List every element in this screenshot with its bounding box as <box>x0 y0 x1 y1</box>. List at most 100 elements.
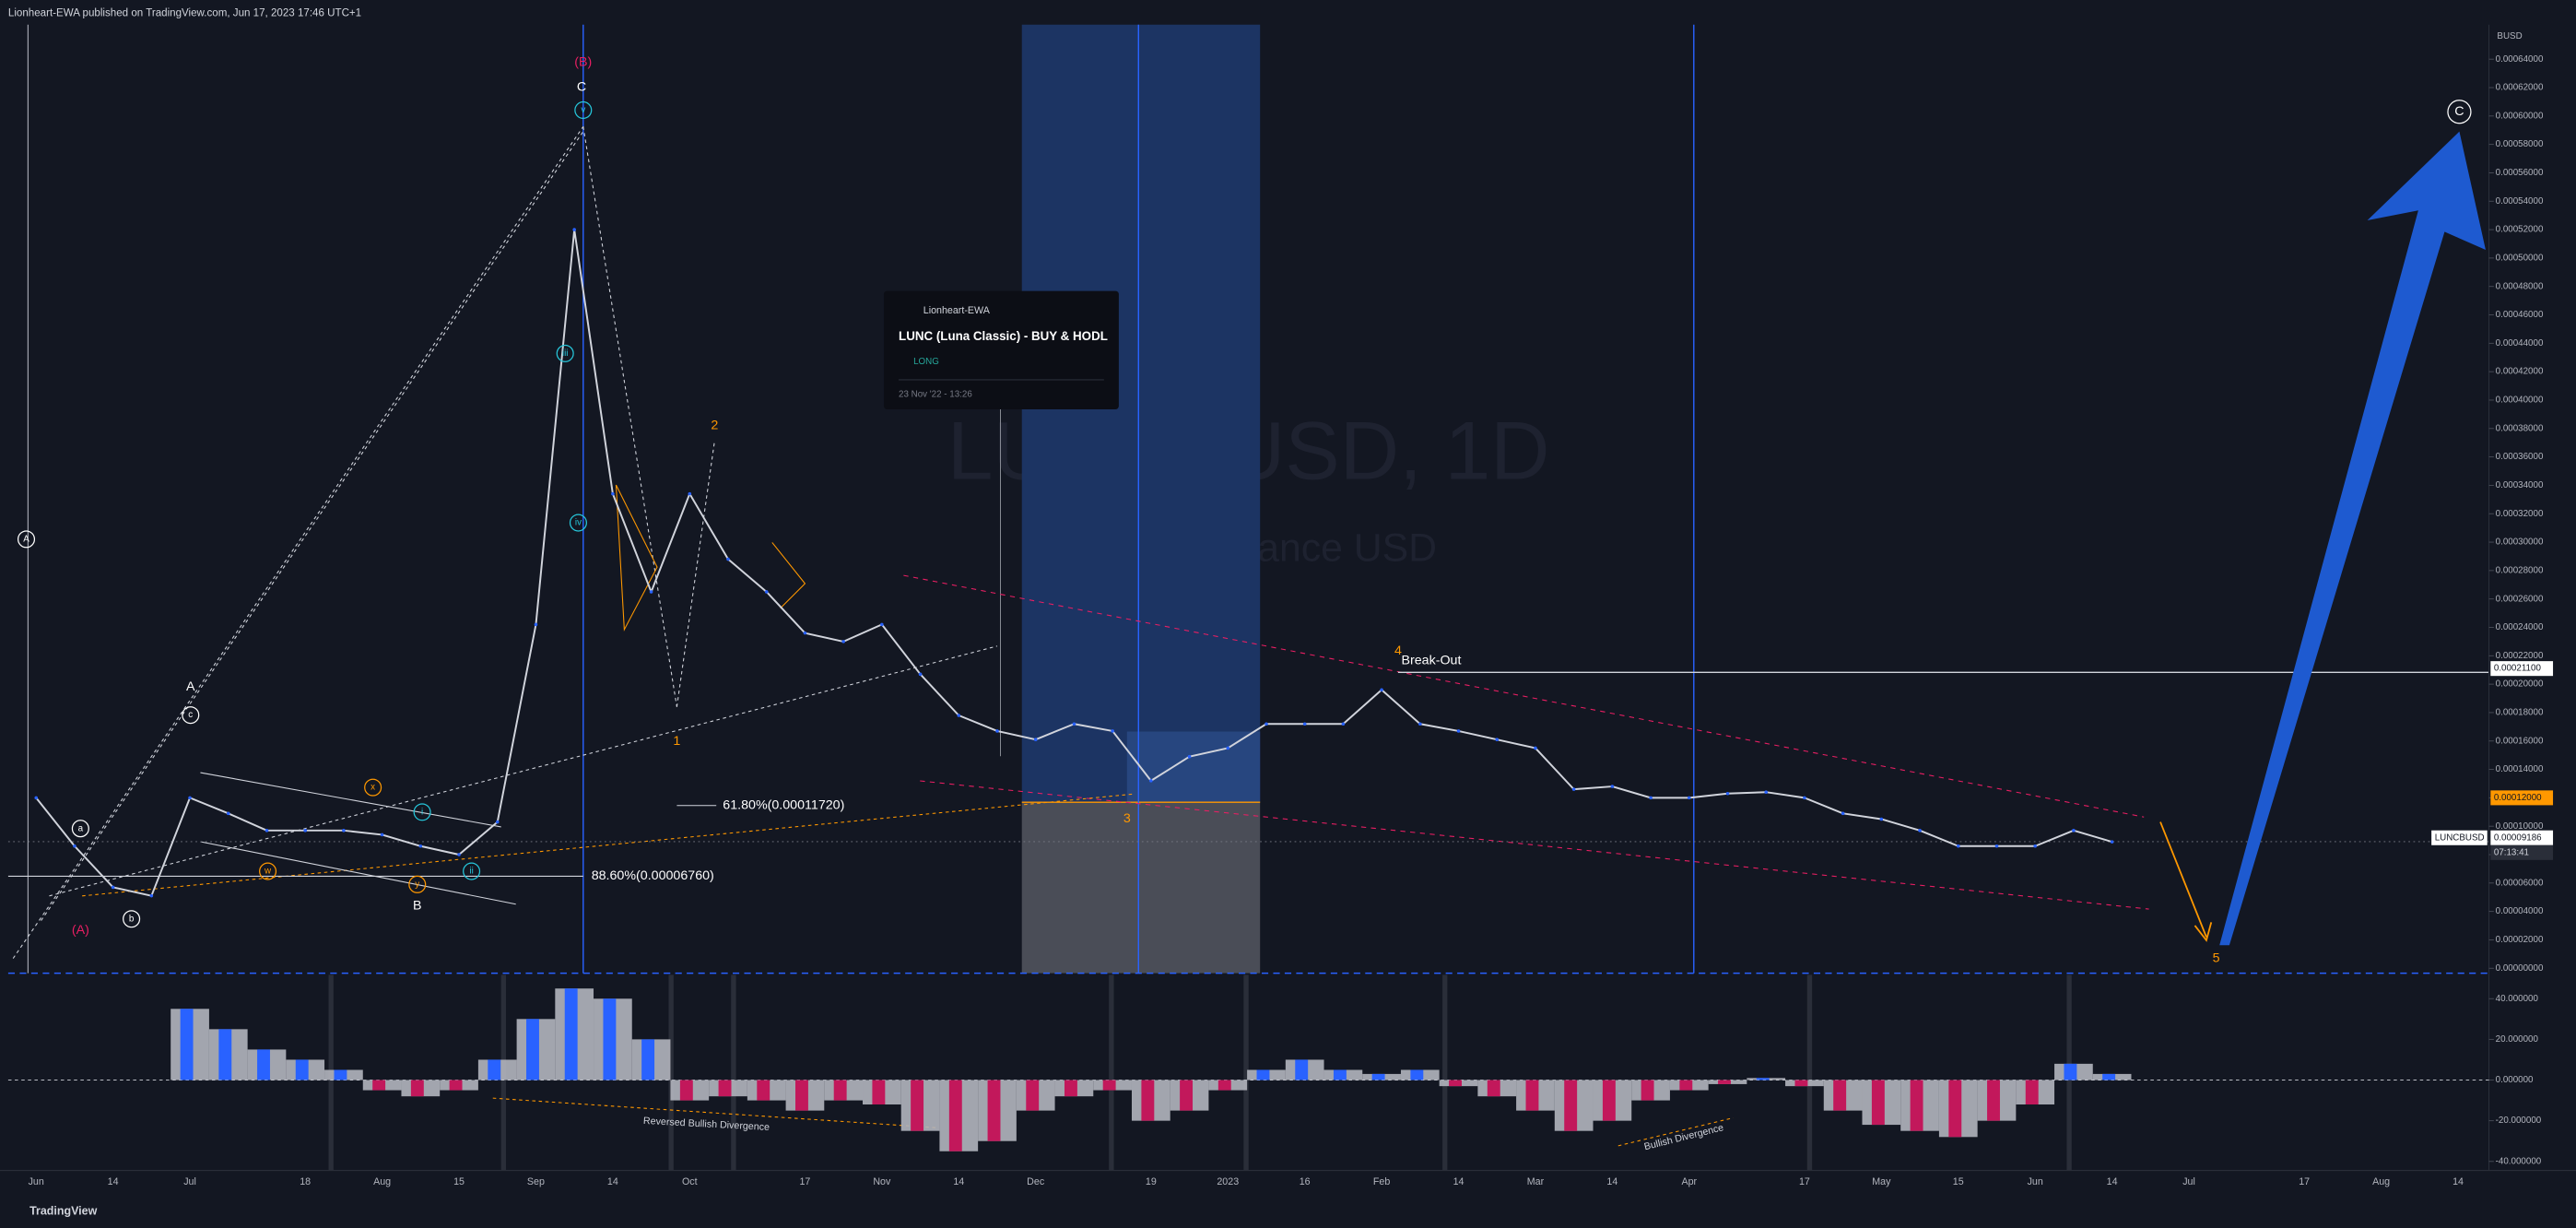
price-point <box>1764 790 1768 794</box>
wave-label: ii <box>469 867 473 877</box>
y-tick-label: 0.000000 <box>2496 1075 2534 1085</box>
price-point <box>1534 746 1537 750</box>
osc-bar-core <box>679 1080 693 1101</box>
price-point <box>534 622 538 627</box>
arrow <box>2194 922 2213 942</box>
price-point <box>1111 729 1114 733</box>
price-point <box>918 672 923 677</box>
wave-label: 61.80%(0.00011720) <box>723 797 844 812</box>
price-point <box>342 829 346 832</box>
osc-bar-core <box>180 1009 194 1080</box>
divergence-line <box>492 1097 937 1128</box>
price-point <box>841 640 845 644</box>
x-tick-label: Aug <box>373 1176 391 1187</box>
x-tick-label: 19 <box>1146 1176 1157 1187</box>
y-tick-label: 0.00042000 <box>2496 367 2544 377</box>
wave-label: v <box>581 105 585 115</box>
card-direction: LONG <box>913 357 939 367</box>
y-tick-label: 0.00006000 <box>2496 878 2544 888</box>
price-point <box>764 590 769 594</box>
header: Lionheart-EWA published on TradingView.c… <box>8 7 361 18</box>
countdown: 07:13:41 <box>2494 847 2529 857</box>
y-tick-label: 0.00000000 <box>2496 963 2544 974</box>
separator-bar <box>668 974 674 1171</box>
trend-line <box>49 645 998 897</box>
y-axis-label: BUSD <box>2497 31 2522 41</box>
wave-circle <box>413 803 431 821</box>
x-tick-label: 17 <box>2299 1176 2310 1187</box>
osc-bar-core <box>1948 1080 1962 1138</box>
osc-bar-core <box>1064 1080 1077 1097</box>
price-point <box>611 491 615 496</box>
x-tick-label: Mar <box>1527 1176 1545 1187</box>
osc-bar-core <box>488 1059 501 1080</box>
wave-circle <box>408 875 427 893</box>
price-point <box>495 820 500 824</box>
wave-label: y <box>415 880 419 890</box>
osc-bar-core <box>1333 1069 1347 1080</box>
price-point <box>380 832 384 837</box>
wave-line <box>582 126 677 707</box>
osc-bar-core <box>1794 1080 1808 1087</box>
wave-label: iv <box>575 518 582 528</box>
y-tick-label: 0.00050000 <box>2496 253 2544 263</box>
osc-bar-core <box>526 1019 539 1080</box>
price-point <box>803 631 807 635</box>
y-tick-label: 0.00060000 <box>2496 111 2544 121</box>
wave-circle <box>574 100 593 120</box>
wave-label: A <box>23 534 29 544</box>
x-tick-label: 14 <box>1453 1176 1464 1187</box>
price-point <box>1033 738 1038 741</box>
price-point <box>457 853 461 856</box>
osc-bar-core <box>1910 1080 1923 1131</box>
y-tick-label: 0.00056000 <box>2496 168 2544 178</box>
price-point <box>418 844 423 848</box>
y-tick-label: 0.00030000 <box>2496 537 2544 548</box>
osc-bar-core <box>1371 1073 1385 1080</box>
x-tick-label: 16 <box>1300 1176 1311 1187</box>
price-point <box>1649 796 1653 800</box>
wave-circle <box>463 862 481 880</box>
trend-line <box>82 793 1134 897</box>
price-point <box>303 829 307 832</box>
y-tick-label: 20.000000 <box>2496 1034 2539 1045</box>
y-tick-label: 0.00064000 <box>2496 54 2544 65</box>
separator-bar <box>1109 974 1114 1171</box>
osc-bar-core <box>757 1080 770 1101</box>
y-tick-label: 0.00054000 <box>2496 196 2544 207</box>
price-point <box>1380 688 1383 692</box>
y-tick-label: 0.00024000 <box>2496 622 2544 632</box>
osc-bar-core <box>1679 1080 1693 1091</box>
big-arrow <box>2219 131 2486 946</box>
price-point <box>1918 829 1922 832</box>
series-tag-label: LUNCBUSD <box>2435 832 2485 843</box>
price-point <box>226 811 230 816</box>
price-point <box>1149 779 1153 783</box>
y-tick-label: 0.00020000 <box>2496 679 2544 690</box>
osc-bar-core <box>334 1069 347 1080</box>
x-tick-label: 17 <box>799 1176 810 1187</box>
price-point <box>111 885 115 890</box>
wave-label: 88.60%(0.00006760) <box>592 868 714 883</box>
price-point <box>649 590 653 594</box>
osc-bar-core <box>1641 1080 1654 1101</box>
osc-bar-core <box>218 1029 232 1080</box>
x-tick-label: May <box>1872 1176 1891 1187</box>
osc-bar-core <box>948 1080 962 1151</box>
x-tick-label: Aug <box>2372 1176 2390 1187</box>
card-title: LUNC (Luna Classic) - BUY & HODL <box>899 329 1108 343</box>
price-point <box>1187 754 1192 759</box>
osc-bar-core <box>1102 1080 1116 1091</box>
wave-circle <box>2447 100 2472 124</box>
price-tag-label: 0.00009186 <box>2494 832 2542 843</box>
y-tick-label: 0.00022000 <box>2496 651 2544 661</box>
price-point <box>188 796 192 800</box>
y-tick-label: 0.00010000 <box>2496 821 2544 832</box>
price-point <box>1456 729 1461 733</box>
wave-circle <box>182 706 200 725</box>
y-tick-label: 0.00026000 <box>2496 594 2544 604</box>
wave-label: a <box>78 823 84 833</box>
x-tick-label: Jul <box>2182 1176 2195 1187</box>
